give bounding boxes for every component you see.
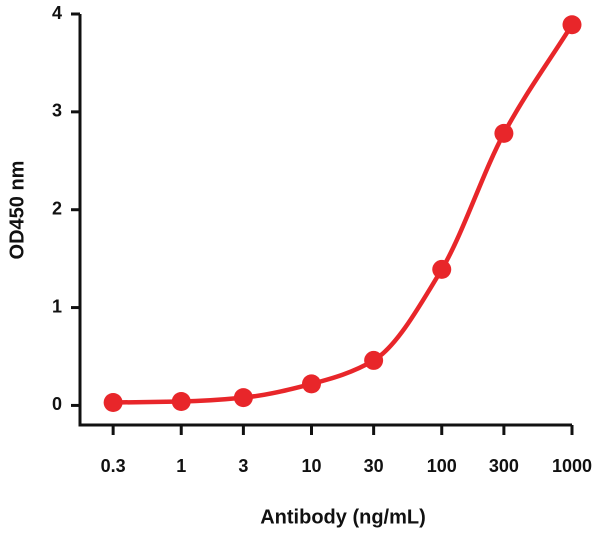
x-tick-label: 300: [489, 456, 519, 476]
y-tick-label: 4: [52, 3, 62, 23]
x-tick-label: 1000: [552, 456, 592, 476]
x-tick-label: 0.3: [101, 456, 126, 476]
data-point: [233, 388, 253, 408]
y-tick-label: 3: [52, 101, 62, 121]
data-point: [103, 392, 123, 412]
data-point: [562, 15, 582, 35]
y-tick-label: 2: [52, 198, 62, 218]
x-axis-title: Antibody (ng/mL): [260, 506, 426, 528]
y-axis-title: OD450 nm: [6, 161, 28, 260]
y-tick-label: 0: [52, 394, 62, 414]
data-point: [364, 350, 384, 370]
x-tick-label: 10: [301, 456, 321, 476]
data-point: [432, 259, 452, 279]
data-point: [301, 374, 321, 394]
data-point: [171, 392, 191, 412]
data-point: [494, 123, 514, 143]
x-tick-label: 30: [364, 456, 384, 476]
fit-curve: [110, 22, 575, 405]
x-tick-label: 1: [176, 456, 186, 476]
x-tick-label: 100: [427, 456, 457, 476]
x-tick-label: 3: [238, 456, 248, 476]
y-tick-label: 1: [52, 296, 62, 316]
